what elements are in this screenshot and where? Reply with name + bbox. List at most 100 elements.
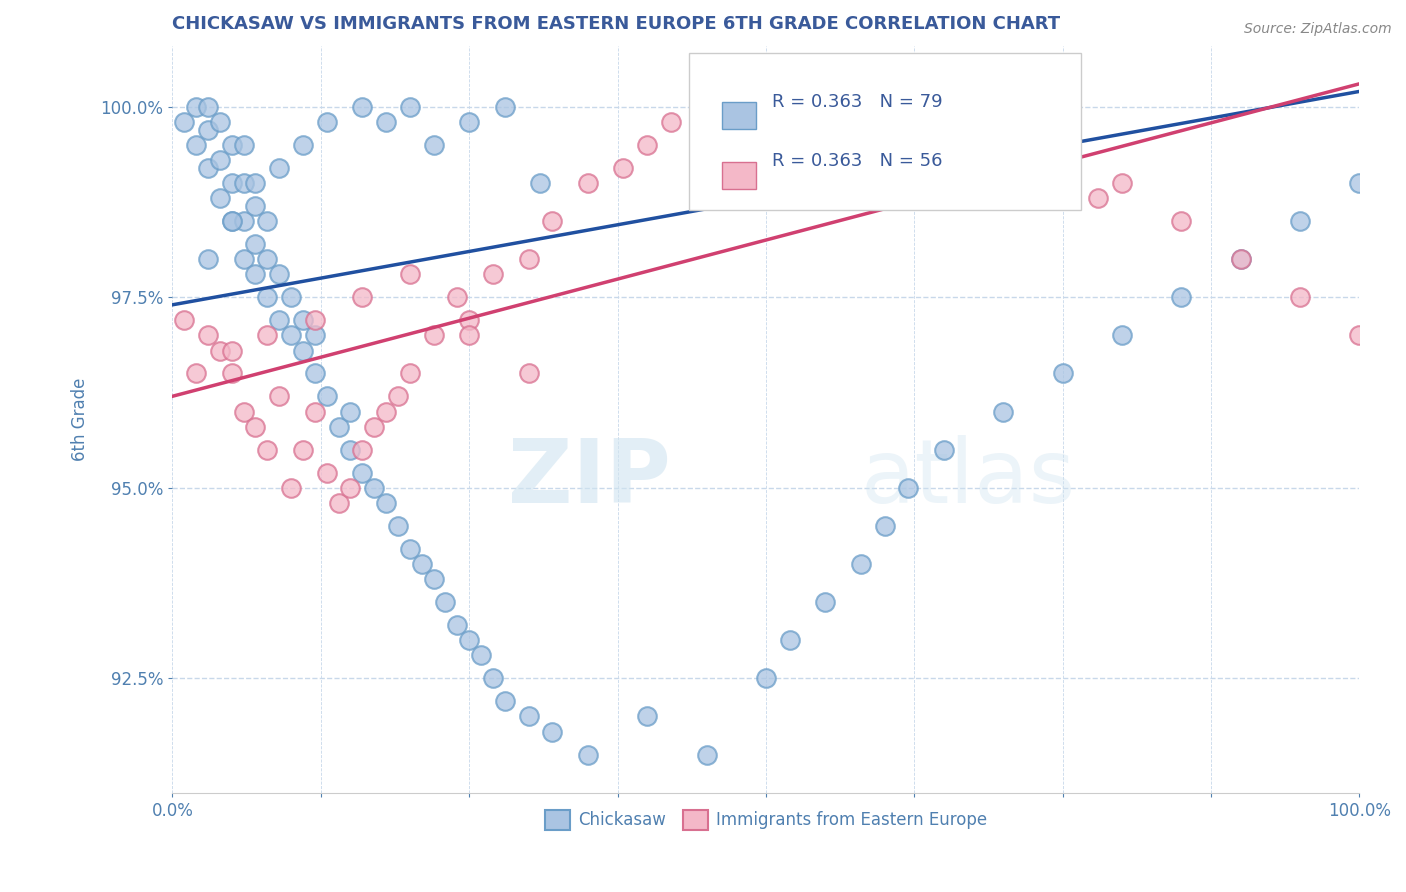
- Point: [755, 671, 778, 685]
- Point: [245, 268, 267, 282]
- Point: [969, 137, 991, 152]
- Point: [375, 404, 398, 418]
- Point: [1348, 176, 1371, 190]
- Point: [304, 313, 326, 327]
- Point: [221, 367, 243, 381]
- Point: [208, 153, 231, 167]
- Point: [1111, 328, 1133, 343]
- Point: [993, 404, 1015, 418]
- Point: [576, 747, 599, 762]
- Point: [375, 115, 398, 129]
- Point: [315, 389, 337, 403]
- Point: [541, 724, 564, 739]
- Point: [482, 268, 505, 282]
- Point: [1111, 176, 1133, 190]
- Point: [398, 100, 420, 114]
- Point: [184, 100, 207, 114]
- Point: [184, 137, 207, 152]
- Point: [256, 252, 278, 266]
- Point: [256, 328, 278, 343]
- Point: [304, 328, 326, 343]
- Point: [873, 100, 896, 114]
- Point: [636, 709, 658, 723]
- Point: [232, 252, 254, 266]
- Point: [1170, 290, 1192, 304]
- Point: [232, 137, 254, 152]
- Point: [517, 367, 540, 381]
- Point: [398, 268, 420, 282]
- Point: [221, 214, 243, 228]
- Point: [731, 137, 754, 152]
- Text: R = 0.363   N = 56: R = 0.363 N = 56: [772, 153, 942, 170]
- Point: [291, 343, 314, 358]
- Point: [245, 176, 267, 190]
- Point: [1289, 214, 1312, 228]
- Point: [197, 100, 219, 114]
- Point: [849, 137, 872, 152]
- Point: [291, 313, 314, 327]
- Point: [197, 252, 219, 266]
- Point: [197, 328, 219, 343]
- Point: [352, 290, 374, 304]
- Y-axis label: 6th Grade: 6th Grade: [72, 377, 89, 461]
- Text: atlas: atlas: [860, 435, 1076, 523]
- Text: ZIP: ZIP: [508, 435, 671, 523]
- Point: [363, 481, 385, 495]
- Point: [411, 557, 433, 571]
- Point: [208, 191, 231, 205]
- Point: [269, 313, 291, 327]
- Point: [208, 115, 231, 129]
- Point: [541, 214, 564, 228]
- Point: [352, 442, 374, 457]
- Point: [529, 176, 551, 190]
- Point: [422, 328, 444, 343]
- Point: [173, 313, 195, 327]
- Point: [897, 161, 920, 175]
- Point: [576, 176, 599, 190]
- Point: [612, 161, 634, 175]
- FancyBboxPatch shape: [723, 161, 756, 189]
- Point: [398, 367, 420, 381]
- Point: [434, 595, 457, 609]
- Point: [256, 442, 278, 457]
- Point: [458, 328, 481, 343]
- Point: [849, 557, 872, 571]
- Point: [232, 214, 254, 228]
- Point: [873, 519, 896, 533]
- Point: [636, 137, 658, 152]
- Point: [339, 442, 361, 457]
- Point: [184, 367, 207, 381]
- Point: [245, 199, 267, 213]
- Point: [363, 419, 385, 434]
- Point: [256, 214, 278, 228]
- Point: [1087, 191, 1109, 205]
- Point: [458, 633, 481, 648]
- Point: [897, 481, 920, 495]
- Point: [458, 115, 481, 129]
- Point: [1052, 367, 1074, 381]
- Point: [291, 442, 314, 457]
- Point: [232, 404, 254, 418]
- Point: [221, 214, 243, 228]
- Point: [352, 100, 374, 114]
- Point: [458, 313, 481, 327]
- Point: [221, 176, 243, 190]
- Point: [245, 419, 267, 434]
- Point: [304, 404, 326, 418]
- Point: [755, 100, 778, 114]
- Point: [375, 496, 398, 510]
- Point: [291, 137, 314, 152]
- Point: [422, 572, 444, 586]
- Point: [1170, 214, 1192, 228]
- Point: [245, 236, 267, 251]
- Point: [696, 100, 718, 114]
- Point: [814, 100, 837, 114]
- FancyBboxPatch shape: [689, 54, 1081, 210]
- Point: [173, 115, 195, 129]
- Point: [517, 709, 540, 723]
- Point: [517, 252, 540, 266]
- Point: [280, 290, 302, 304]
- Point: [197, 161, 219, 175]
- Point: [352, 466, 374, 480]
- Point: [1229, 252, 1251, 266]
